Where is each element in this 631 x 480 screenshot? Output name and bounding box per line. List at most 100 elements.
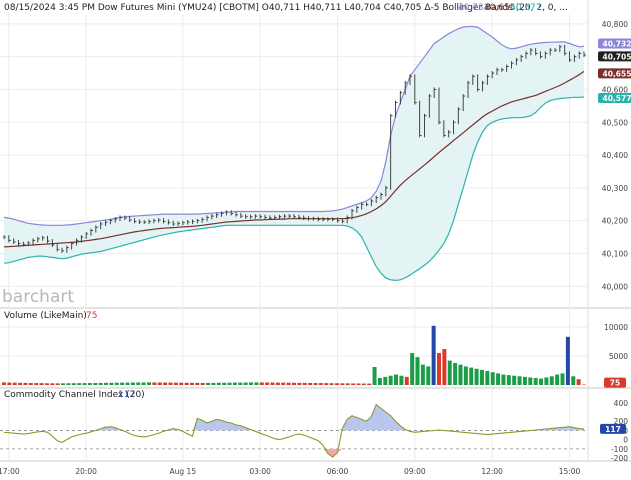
volume-bar [501, 374, 506, 385]
volume-bar [549, 376, 554, 385]
volume-bar [211, 382, 216, 385]
price-tick-label: 40,800 [602, 20, 628, 29]
cci-line [3, 403, 585, 458]
bb-upper-header-value: 40,732 [458, 3, 490, 13]
x-tick-label: 06:00 [327, 467, 349, 476]
bb-mid-axis-label: 40,655 [603, 69, 631, 78]
volume-bar [7, 382, 12, 385]
volume-bar [576, 379, 581, 385]
volume-bar [98, 382, 103, 385]
volume-bar [351, 383, 356, 385]
volume-bar [292, 382, 296, 385]
volume-bar [394, 374, 399, 385]
volume-bar [109, 382, 114, 385]
volume-bar [533, 378, 538, 385]
volume-bar [232, 382, 237, 385]
cci-tick-label: -100 [611, 445, 628, 454]
volume-title: Volume (LikeMain) [4, 311, 87, 321]
bb-lower-axis-label: 40,577 [603, 94, 631, 103]
volume-bar [163, 382, 168, 385]
barchart-watermark: barchart [2, 287, 74, 307]
volume-bar [517, 376, 522, 385]
volume-bar [254, 382, 259, 385]
volume-bar [243, 382, 248, 385]
bb-lower-header-value: 40,577 [510, 3, 542, 13]
volume-bar [200, 382, 205, 385]
volume-bar [168, 382, 173, 385]
volume-bar [66, 383, 71, 385]
volume-bar [297, 382, 302, 385]
volume-bar [420, 364, 425, 385]
volume-title-value: 75 [86, 311, 97, 321]
volume-bar [442, 349, 447, 385]
volume-bar [82, 383, 87, 385]
volume-bar [345, 383, 350, 385]
volume-bar [496, 373, 501, 385]
cci-oversold-fill [4, 448, 584, 458]
price-tick-label: 40,300 [602, 184, 628, 193]
cci-value-box [600, 423, 626, 434]
chart-title: 08/15/2024 3:45 PM Dow Futures Mini (YMU… [4, 3, 568, 13]
volume-bar [490, 372, 495, 385]
volume-bar [39, 383, 44, 385]
volume-bar [195, 382, 200, 385]
volume-bar [104, 382, 109, 385]
volume-bar [313, 383, 318, 385]
x-axis: 17:00 20:00 Aug 15 03:00 06:00 09:00 12:00 15:0… [0, 467, 581, 476]
volume-bar [356, 383, 361, 385]
last-price-axis-label: 40,705 [603, 52, 631, 61]
volume-bar [539, 378, 544, 385]
volume-bar [173, 382, 178, 385]
volume-bar [522, 376, 527, 385]
price-tick-label: 40,500 [602, 118, 628, 127]
bollinger-band-fill [4, 26, 584, 281]
volume-bar [415, 357, 420, 385]
volume-bar [281, 382, 286, 385]
last-price-axis-label-box [598, 51, 631, 62]
volume-bar [399, 375, 404, 385]
cci-tick-label: 400 [614, 399, 629, 408]
volume-bar [2, 382, 6, 385]
volume-pane[interactable]: 5000 10000 75 [2, 323, 628, 388]
volume-tick-label: 5000 [609, 352, 628, 361]
volume-bar [463, 366, 468, 385]
volume-bar [474, 368, 479, 385]
volume-bar [71, 383, 76, 385]
volume-bar [506, 375, 511, 385]
volume-bar [141, 382, 146, 385]
price-pane[interactable]: 40,000 40,100 40,200 40,300 40,400 40,500 40,6… [3, 20, 631, 291]
x-tick-label: 09:00 [404, 467, 426, 476]
cci-title: Commodity Channel Index (20) [4, 390, 145, 400]
volume-bar [152, 382, 157, 385]
volume-bar [334, 383, 339, 385]
volume-bar [302, 382, 307, 385]
volume-bar [130, 382, 135, 385]
volume-bar [120, 382, 125, 385]
volume-bar [479, 369, 484, 385]
bb-lower-axis-label-box [598, 92, 631, 103]
volume-bar [571, 376, 576, 385]
volume-bar [61, 383, 66, 385]
price-tick-label: 40,000 [602, 282, 628, 291]
cci-pane[interactable]: -200-1000100200400117 [0, 399, 628, 463]
x-tick-label: Aug 15 [170, 467, 197, 476]
bb-mid-header-value: 40,655 [484, 3, 516, 13]
x-tick-label: 15:00 [559, 467, 581, 476]
volume-bar [189, 382, 194, 385]
volume-bar [286, 382, 291, 385]
cci-tick-label: -200 [611, 454, 628, 463]
volume-bar [565, 336, 570, 385]
volume-bar [125, 382, 130, 385]
price-tick-label: 40,100 [602, 250, 628, 259]
volume-bar [93, 382, 98, 385]
volume-value-box [604, 377, 626, 388]
volume-bar [18, 382, 23, 385]
volume-bar [34, 383, 39, 385]
volume-bar [340, 383, 345, 385]
volume-bar [270, 382, 275, 385]
volume-bar [222, 382, 227, 385]
volume-bar [555, 374, 560, 385]
volume-bar [179, 382, 184, 385]
volume-bar [28, 383, 33, 385]
